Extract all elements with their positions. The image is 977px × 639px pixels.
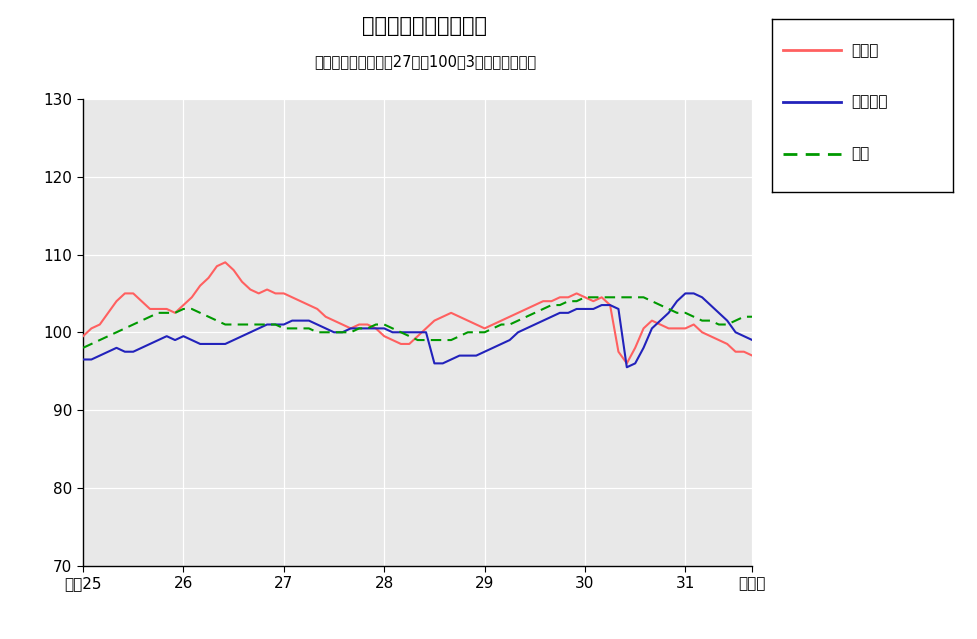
Text: （季節調整済、平成27年＝100、3ヶ月移動平均）: （季節調整済、平成27年＝100、3ヶ月移動平均）: [314, 54, 536, 69]
Text: 鉱工業生産指数の推移: 鉱工業生産指数の推移: [362, 16, 488, 36]
Text: 鳥取県: 鳥取県: [851, 43, 878, 58]
Text: 中国地方: 中国地方: [851, 95, 888, 109]
Text: 全国: 全国: [851, 146, 870, 161]
